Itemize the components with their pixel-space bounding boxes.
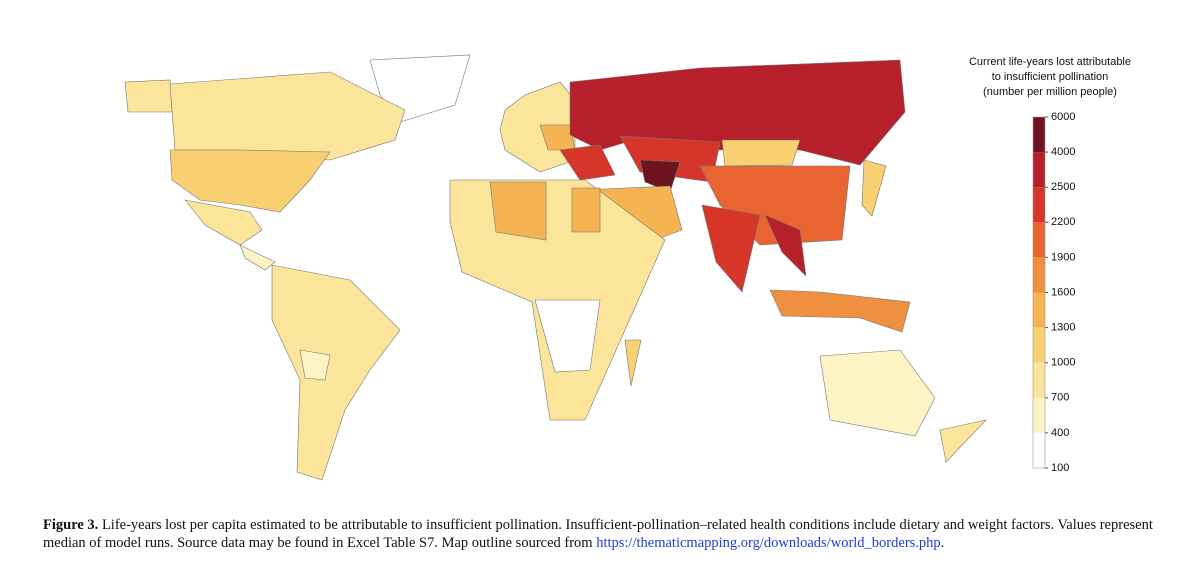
region [764,214,807,277]
legend-tick-label: 1300 [1051,322,1075,334]
region [721,139,801,167]
region [769,289,911,333]
caption-text: Life-years lost per capita estimated to … [43,517,1153,551]
region [861,159,887,217]
legend-tick-label: 1000 [1051,357,1075,369]
region [819,349,936,437]
region [271,264,401,481]
legend-title: Current life-years lost attributable [969,56,1131,68]
region [939,419,987,463]
legend-tick-label: 2200 [1051,216,1075,228]
legend-tick-label: 6000 [1051,111,1075,123]
legend-title: (number per million people) [983,86,1117,98]
legend-tick-label: 100 [1051,462,1069,474]
legend-swatch [1033,222,1045,258]
legend-tick-label: 1900 [1051,251,1075,263]
legend-swatch [1033,152,1045,188]
region [534,299,601,373]
legend-swatch [1033,257,1045,293]
region [571,187,601,233]
legend-tick-label: 1600 [1051,286,1075,298]
caption-label: Figure 3. [43,517,99,533]
caption-link[interactable]: https://thematicmapping.org/downloads/wo… [596,535,941,551]
region [169,149,331,213]
legend-swatch [1033,362,1045,398]
legend-swatch [1033,327,1045,363]
caption-end: . [940,535,945,551]
legend-swatch [1033,117,1045,153]
region [299,349,331,381]
legend-swatch [1033,292,1045,328]
legend-tick-label: 700 [1051,392,1069,404]
legend-swatch [1033,397,1045,433]
region [559,144,616,181]
legend-swatch [1033,187,1045,223]
legend-title: to insufficient pollination [992,71,1109,83]
legend-tick-label: 4000 [1051,146,1075,158]
region [124,79,173,113]
legend-tick-label: 2500 [1051,181,1075,193]
region [184,199,263,246]
region [624,339,642,387]
region [169,71,406,161]
map: Current life-years lost attributable to i… [124,54,1131,481]
region [239,244,276,271]
region [701,204,761,293]
legend-tick-label: 400 [1051,427,1069,439]
legend-swatch [1033,432,1045,468]
caption: Figure 3. Life-years lost per capita est… [43,516,1163,552]
region [489,181,547,241]
